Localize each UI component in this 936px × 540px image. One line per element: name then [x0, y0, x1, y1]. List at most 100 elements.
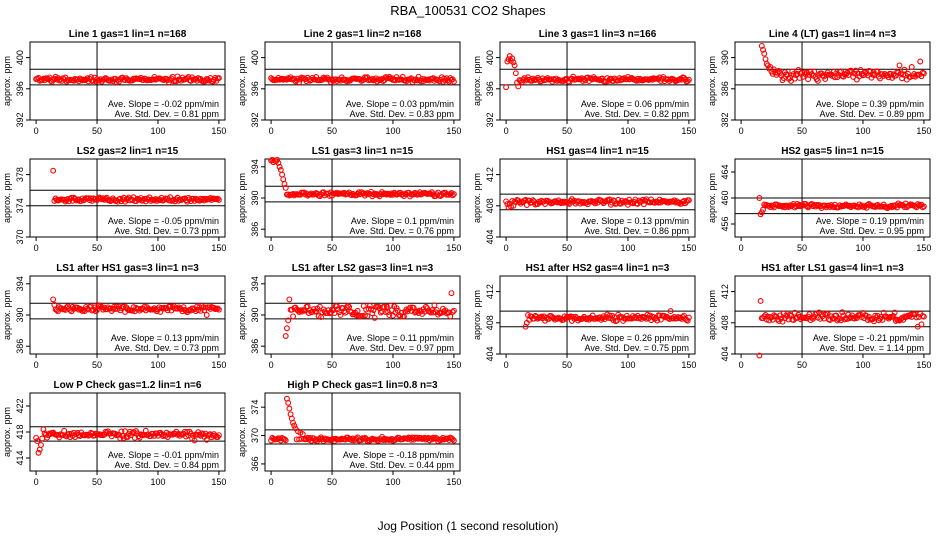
data-point: [101, 75, 108, 82]
data-point: [920, 313, 927, 320]
x-tick-label: 50: [327, 477, 337, 487]
y-tick-label: 394: [250, 159, 260, 174]
data-point: [774, 316, 781, 323]
y-tick-label: 386: [720, 81, 730, 96]
y-tick-label: 390: [250, 307, 260, 322]
std-dev-annotation: Ave. Std. Dev. = 0.44 ppm: [350, 460, 454, 470]
data-point: [890, 313, 897, 320]
slope-annotation: Ave. Slope = 0.1 ppm/min: [351, 216, 454, 226]
x-tick-label: 0: [34, 243, 39, 253]
data-point: [333, 302, 340, 309]
x-tick-label: 0: [34, 477, 39, 487]
plot-frame: [29, 41, 226, 121]
panel-12: HS1 after LS1 gas=4 lin=1 n=3 0 50 100 150 40…: [707, 263, 931, 370]
y-tick-label: 366: [250, 456, 260, 471]
y-tick-label: 460: [720, 190, 730, 205]
data-point: [344, 302, 351, 309]
data-point: [215, 196, 222, 203]
y-tick-label: 392: [485, 112, 495, 127]
panel-title: High P Check gas=1 lin=0.8 n=3: [287, 380, 438, 391]
y-tick-label: 464: [720, 164, 730, 179]
data-point: [764, 313, 771, 320]
data-point: [324, 310, 331, 316]
data-point: [275, 159, 282, 166]
plot-frame: [734, 41, 931, 121]
data-point: [68, 194, 75, 201]
data-points: [50, 167, 222, 205]
data-point: [892, 317, 899, 324]
x-tick-label: 100: [620, 360, 635, 370]
data-point: [550, 199, 557, 205]
panel-7: HS1 gas=4 lin=1 n=15 0 50 100 150 404 408 412ap…: [472, 146, 696, 253]
y-axis-label: approx. ppm: [472, 56, 482, 106]
data-point: [845, 72, 852, 79]
data-point: [382, 309, 389, 316]
data-point: [684, 317, 691, 324]
plot-frame: [734, 275, 931, 355]
data-point: [685, 76, 692, 83]
panel-5: LS2 gas=2 lin=1 n=15 0 50 100 150 370 374 378ap…: [2, 146, 226, 253]
data-point: [296, 79, 303, 86]
x-tick-label: 50: [327, 360, 337, 370]
data-point: [788, 312, 795, 319]
panel-title: LS1 after HS1 gas=3 lin=1 n=3: [56, 263, 199, 274]
plot-frame: [264, 392, 461, 472]
std-dev-annotation: Ave. Std. Dev. = 0.76 ppm: [350, 226, 454, 236]
data-point: [276, 163, 283, 170]
panel-4: Line 4 (LT) gas=1 lin=4 n=3 0 50 100 150 382 3…: [707, 29, 931, 136]
data-point: [174, 305, 181, 312]
x-tick-label: 0: [504, 243, 509, 253]
data-point: [281, 181, 288, 187]
x-tick-label: 150: [446, 243, 461, 253]
data-point: [34, 438, 41, 445]
y-tick-label: 408: [485, 315, 495, 330]
data-point: [838, 317, 844, 324]
std-dev-annotation: Ave. Std. Dev. = 0.97 ppm: [350, 343, 454, 353]
std-dev-annotation: Ave. Std. Dev. = 0.82 ppm: [585, 109, 689, 119]
data-point: [285, 317, 292, 324]
data-point: [756, 352, 763, 359]
y-axis-label: approx. ppm: [707, 56, 717, 106]
panel-title: LS2 gas=2 lin=1 n=15: [77, 146, 179, 157]
data-points: [503, 196, 692, 211]
slope-annotation: Ave. Slope = 0.06 ppm/min: [581, 99, 689, 109]
data-point: [851, 70, 858, 77]
data-point: [449, 436, 456, 443]
x-tick-label: 0: [34, 360, 39, 370]
y-tick-label: 386: [250, 222, 260, 237]
slope-annotation: Ave. Slope = -0.05 ppm/min: [108, 216, 219, 226]
panel-title: Line 1 gas=1 lin=1 n=168: [69, 29, 187, 40]
x-tick-label: 150: [446, 360, 461, 370]
data-point: [917, 58, 924, 65]
data-point: [435, 77, 442, 84]
data-point: [381, 304, 388, 310]
plot-frame: [499, 158, 696, 238]
data-point: [286, 296, 293, 303]
data-point: [371, 314, 378, 321]
x-tick-label: 50: [562, 243, 572, 253]
x-tick-label: 0: [269, 126, 274, 136]
x-tick-label: 100: [150, 243, 165, 253]
data-point: [757, 298, 764, 304]
y-tick-label: 386: [15, 339, 25, 354]
std-dev-annotation: Ave. Std. Dev. = 0.83 ppm: [350, 109, 454, 119]
y-axis-label: approx. ppm: [237, 290, 247, 340]
std-dev-annotation: Ave. Std. Dev. = 0.86 ppm: [585, 226, 689, 236]
data-point: [450, 307, 457, 314]
x-tick-label: 150: [681, 243, 696, 253]
slope-annotation: Ave. Slope = 0.03 ppm/min: [346, 99, 454, 109]
data-point: [280, 176, 287, 183]
slope-annotation: Ave. Slope = -0.18 ppm/min: [343, 450, 454, 460]
plot-frame: [29, 158, 226, 238]
data-point: [778, 315, 785, 322]
slope-annotation: Ave. Slope = -0.21 ppm/min: [813, 333, 924, 343]
x-tick-label: 150: [916, 126, 931, 136]
panel-11: HS1 after HS2 gas=4 lin=1 n=3 0 50 100 150 40…: [472, 263, 696, 370]
data-point: [279, 171, 286, 178]
data-point: [436, 78, 443, 85]
data-point: [920, 203, 927, 210]
x-tick-label: 100: [385, 477, 400, 487]
data-point: [285, 399, 292, 406]
data-point: [313, 436, 320, 443]
x-tick-label: 50: [797, 126, 807, 136]
